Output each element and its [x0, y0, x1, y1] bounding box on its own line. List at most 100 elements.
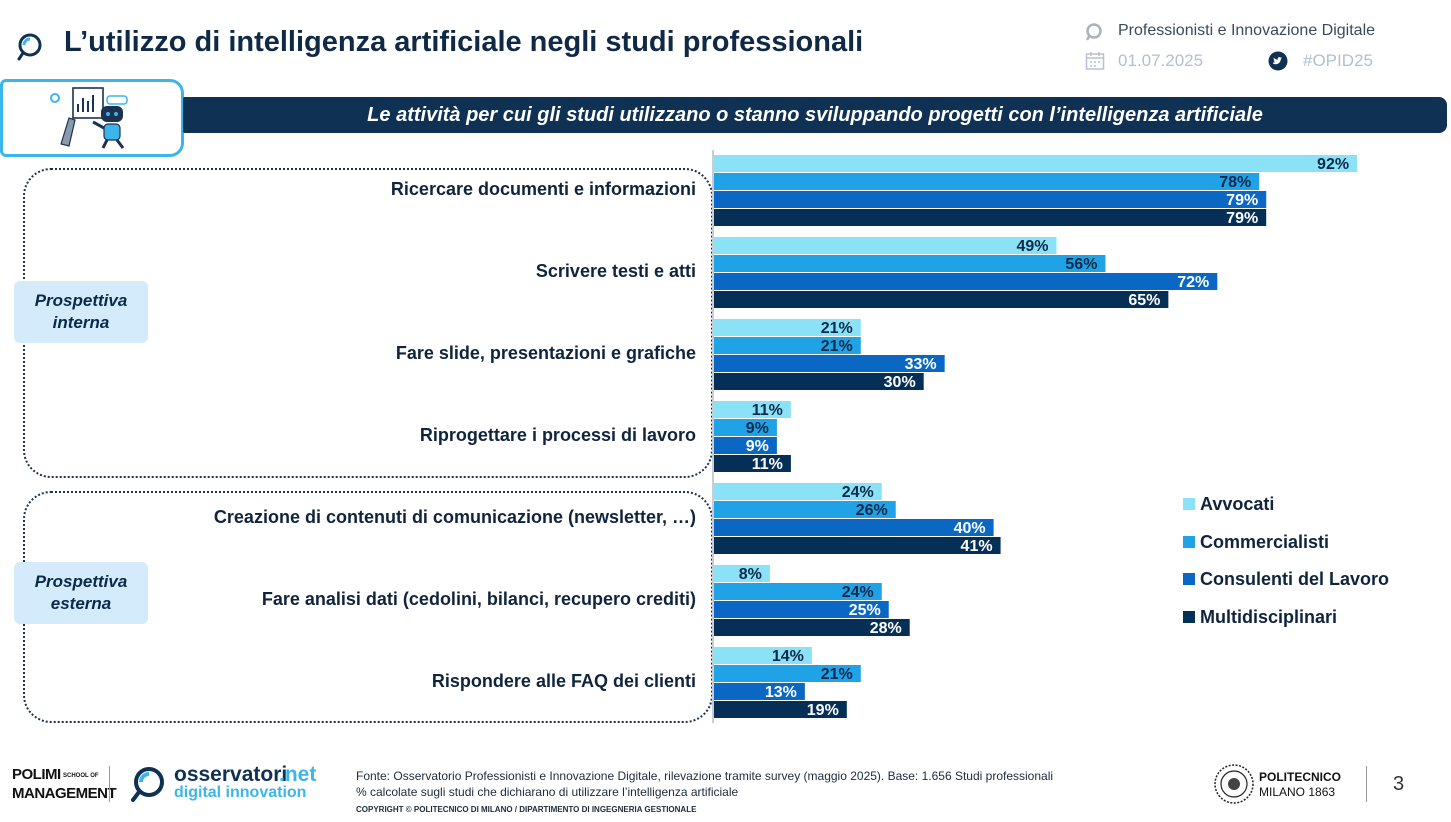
- bar: [714, 501, 896, 518]
- bar: [714, 701, 847, 718]
- data-label: 41%: [961, 538, 993, 555]
- chart-title-bar: Le attività per cui gli studi utilizzano…: [183, 97, 1447, 133]
- bar: [714, 565, 770, 582]
- politecnico-logo-text-1: POLITECNICO: [1259, 770, 1342, 784]
- bar: [714, 237, 1057, 254]
- data-label: 56%: [1065, 256, 1097, 273]
- page-divider: [1366, 766, 1367, 802]
- politecnico-seal-icon: [1214, 764, 1254, 804]
- legend-label: Multidisciplinari: [1200, 607, 1338, 627]
- hashtag: #OPID25: [1303, 51, 1373, 70]
- data-label: 28%: [870, 620, 902, 637]
- bar: [714, 519, 994, 536]
- data-label: 26%: [856, 502, 888, 519]
- legend-swatch: [1183, 573, 1195, 585]
- bar: [714, 537, 1001, 554]
- bar: [714, 437, 777, 454]
- legend-swatch: [1183, 498, 1195, 510]
- page-title: L’utilizzo di intelligenza artificiale n…: [64, 26, 864, 58]
- bar: [714, 455, 791, 472]
- category-label: Fare slide, presentazioni e grafiche: [395, 343, 696, 363]
- data-label: 40%: [954, 520, 986, 537]
- category-label: Creazione di contenuti di comunicazione …: [213, 507, 696, 527]
- data-label: 30%: [884, 374, 916, 391]
- politecnico-logo: POLITECNICO MILANO 1863: [1259, 770, 1359, 802]
- data-label: 79%: [1226, 210, 1258, 227]
- data-label: 92%: [1317, 156, 1349, 173]
- bar: [714, 619, 910, 636]
- polimi-logo-text-1: POLIMI: [12, 766, 61, 783]
- data-label: 24%: [842, 584, 874, 601]
- osservatori-logo-sub: digital innovation: [174, 784, 307, 801]
- search-icon: [1085, 23, 1102, 41]
- bar: [714, 319, 861, 336]
- data-label: 25%: [849, 602, 881, 619]
- osservatori-logo-text: osservatori: [174, 763, 288, 786]
- data-label: 21%: [821, 338, 853, 355]
- data-label: 33%: [905, 356, 937, 373]
- legend-label: Avvocati: [1200, 494, 1275, 514]
- data-label: 49%: [1016, 238, 1048, 255]
- bar: [714, 255, 1106, 272]
- header-meta: Professionisti e Innovazione Digitale 01…: [1085, 20, 1425, 76]
- legend-label: Commercialisti: [1200, 532, 1330, 552]
- twitter-icon: [1268, 51, 1288, 71]
- calendar-icon: [1085, 52, 1105, 70]
- copyright: COPYRIGHT © POLITECNICO DI MILANO / DIPA…: [356, 805, 697, 814]
- robot-illustration-icon: [50, 87, 128, 149]
- bar: [714, 337, 861, 354]
- illustration-box: [0, 79, 184, 157]
- bar: [714, 401, 791, 418]
- chart-title: Le attività per cui gli studi utilizzano…: [367, 104, 1263, 126]
- data-label: 9%: [746, 438, 769, 455]
- polimi-logo-text-2: MANAGEMENT: [12, 785, 117, 802]
- data-label: 72%: [1177, 274, 1209, 291]
- y-axis-line: [712, 150, 714, 723]
- data-label: 24%: [842, 484, 874, 501]
- bar: [714, 155, 1358, 172]
- data-label: 21%: [821, 666, 853, 683]
- bar: [714, 419, 777, 436]
- bar: [714, 483, 882, 500]
- polimi-logo: POLIMI SCHOOL OF MANAGEMENT: [12, 766, 117, 804]
- osservatori-logo-icon: [131, 767, 164, 802]
- bar: [714, 291, 1169, 308]
- bar: [714, 209, 1267, 226]
- bar: [714, 191, 1267, 208]
- politecnico-logo-text-2: MILANO 1863: [1259, 785, 1336, 799]
- group-label-external: Prospettiva esterna: [14, 562, 148, 624]
- bar: [714, 355, 945, 372]
- data-label: 11%: [752, 402, 783, 419]
- data-label: 13%: [765, 684, 797, 701]
- bar: [714, 601, 889, 618]
- osservatori-logo: osservatori .net digital innovation: [174, 763, 344, 803]
- data-label: 8%: [739, 566, 762, 583]
- category-label: Rispondere alle FAQ dei clienti: [431, 671, 696, 691]
- search-logo-icon: [17, 33, 42, 61]
- category-label: Fare analisi dati (cedolini, bilanci, re…: [261, 589, 696, 609]
- data-label: 78%: [1219, 174, 1251, 191]
- osservatori-logo-net: .net: [279, 763, 317, 786]
- page-number: 3: [1393, 773, 1405, 795]
- polimi-logo-school: SCHOOL OF: [63, 773, 99, 779]
- bar: [714, 647, 812, 664]
- bar: [714, 665, 861, 682]
- footer-divider: [109, 766, 110, 802]
- group-label-internal: Prospettiva interna: [14, 281, 148, 343]
- data-label: 14%: [772, 648, 804, 665]
- legend-label: Consulenti del Lavoro: [1200, 569, 1390, 589]
- note-text: % calcolate sugli studi che dichiarano d…: [356, 785, 739, 799]
- data-label: 9%: [746, 420, 769, 437]
- footer-source: Fonte: Osservatorio Professionisti e Inn…: [356, 768, 1053, 800]
- source-text: Fonte: Osservatorio Professionisti e Inn…: [356, 769, 1054, 783]
- program-name: Professionisti e Innovazione Digitale: [1118, 22, 1376, 39]
- category-label: Scrivere testi e atti: [535, 261, 696, 281]
- legend-swatch: [1183, 611, 1195, 623]
- bar: [714, 173, 1260, 190]
- category-label: Riprogettare i processi di lavoro: [419, 425, 696, 445]
- date: 01.07.2025: [1118, 51, 1204, 70]
- data-label: 21%: [821, 320, 853, 337]
- bar: [714, 273, 1218, 290]
- bar: [714, 373, 924, 390]
